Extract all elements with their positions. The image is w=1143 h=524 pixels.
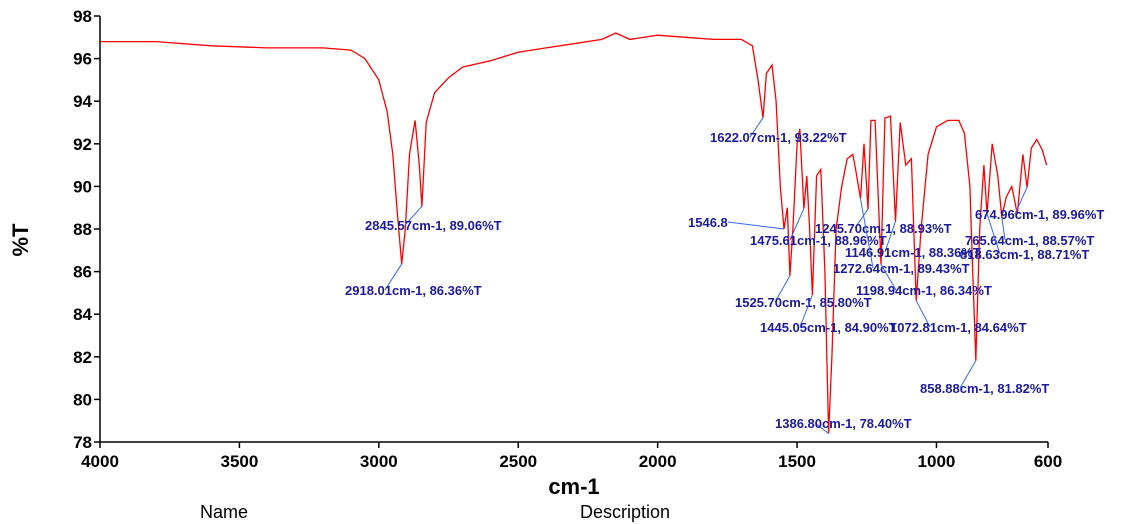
annotation-leader	[959, 360, 977, 389]
annotation-label: 1546.8	[688, 215, 728, 230]
annotation-leader	[749, 117, 764, 138]
annotation-leader	[404, 206, 423, 226]
x-axis-label: cm-1	[548, 474, 599, 499]
x-tick-label: 1500	[778, 452, 816, 471]
x-tick-label: 4000	[81, 452, 119, 471]
annotation-label: 1622.07cm-1, 93.22%T	[710, 130, 847, 145]
y-tick-label: 92	[73, 135, 92, 154]
annotation-label: 1475.61cm-1, 88.96%T	[750, 233, 887, 248]
y-tick-label: 96	[73, 50, 92, 69]
annotation-label: 2918.01cm-1, 86.36%T	[345, 283, 482, 298]
annotation-label: 1525.70cm-1, 85.80%T	[735, 295, 872, 310]
x-tick-label: 3000	[360, 452, 398, 471]
x-tick-label: 2500	[499, 452, 537, 471]
annotation-label: 1146.91cm-1, 88.36%T	[845, 245, 981, 260]
annotation-leader	[915, 300, 931, 328]
annotation-leader	[774, 275, 791, 303]
annotation-leader	[986, 213, 1001, 255]
annotation-label: 858.88cm-1, 81.82%T	[920, 381, 1049, 396]
annotation-label: 2845.57cm-1, 89.06%T	[365, 218, 502, 233]
annotation-leader	[884, 221, 896, 253]
annotation-label: 1072.81cm-1, 84.64%T	[890, 320, 1027, 335]
x-tick-label: 3500	[220, 452, 258, 471]
footer-label: Name	[200, 502, 248, 522]
annotation-leader	[789, 208, 805, 241]
annotation-leader	[727, 221, 785, 230]
annotation-label: 674.96cm-1, 89.96%T	[975, 207, 1104, 222]
annotation-label: 765.64cm-1, 88.57%T	[965, 233, 1094, 248]
annotation-leader	[859, 198, 874, 269]
annotation-label: 1445.05cm-1, 84.90%T	[760, 320, 897, 335]
annotation-leader	[384, 263, 403, 291]
annotation-label: 1245.70cm-1, 88.93%T	[815, 221, 952, 236]
annotation-leader	[799, 294, 813, 328]
annotation-label: 1386.80cm-1, 78.40%T	[775, 416, 912, 431]
annotation-leader	[1014, 187, 1028, 215]
spectrum-line	[100, 32, 1048, 434]
annotation-label: 1272.64cm-1, 89.43%T	[833, 261, 970, 276]
y-tick-label: 80	[73, 390, 92, 409]
y-tick-label: 82	[73, 348, 92, 367]
x-tick-label: 600	[1034, 452, 1062, 471]
y-tick-label: 86	[73, 263, 92, 282]
x-tick-label: 1000	[918, 452, 956, 471]
annotation-leader	[1001, 216, 1006, 241]
y-tick-label: 84	[73, 305, 92, 324]
y-tick-label: 78	[73, 433, 92, 452]
y-tick-label: 94	[73, 92, 92, 111]
footer-label: Description	[580, 502, 670, 522]
y-tick-label: 88	[73, 220, 92, 239]
y-tick-label: 90	[73, 177, 92, 196]
annotation-leader	[814, 422, 829, 434]
y-tick-label: 98	[73, 7, 92, 26]
annotation-label: 818.63cm-1, 88.71%T	[960, 247, 1089, 262]
annotation-leader	[854, 208, 869, 229]
annotation-leader	[880, 264, 897, 291]
y-axis-label: %T	[8, 223, 33, 257]
annotation-label: 1198.94cm-1, 86.34%T	[856, 283, 992, 298]
x-tick-label: 2000	[639, 452, 677, 471]
